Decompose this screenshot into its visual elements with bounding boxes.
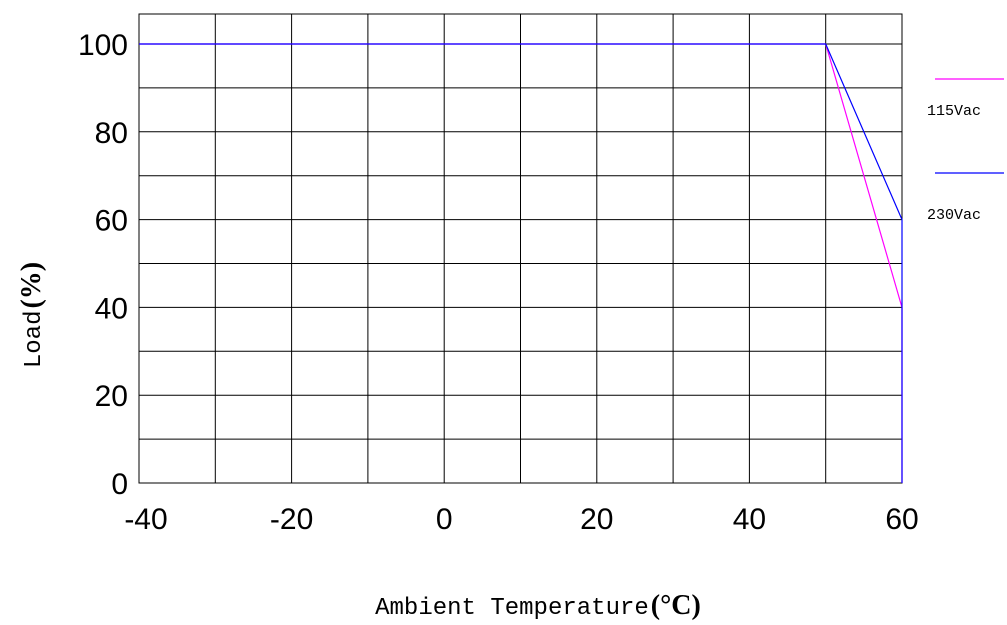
y-tick-label: 20 bbox=[95, 380, 128, 413]
y-tick-label: 0 bbox=[111, 468, 128, 501]
legend-label-230Vac: 230Vac bbox=[927, 207, 981, 224]
y-tick-label: 100 bbox=[78, 29, 128, 62]
y-axis-title: Load(%) bbox=[16, 262, 48, 368]
series-lines bbox=[139, 43, 903, 483]
x-tick-label: 40 bbox=[733, 503, 766, 536]
x-tick-label: -20 bbox=[270, 503, 313, 536]
series-line-230Vac bbox=[139, 43, 903, 483]
x-axis-title: Ambient Temperature(°C) bbox=[375, 590, 701, 622]
y-tick-label: 60 bbox=[95, 205, 128, 238]
x-tick-label: -40 bbox=[124, 503, 167, 536]
x-tick-label: 60 bbox=[885, 503, 918, 536]
y-tick-labels: 0 20 40 60 80 100 bbox=[78, 29, 128, 501]
legend: 115Vac 230Vac bbox=[927, 78, 1004, 224]
y-tick-label: 40 bbox=[95, 292, 128, 325]
grid-lines bbox=[139, 14, 902, 484]
x-tick-labels: -40 -20 0 20 40 60 bbox=[124, 503, 918, 536]
x-tick-label: 0 bbox=[436, 503, 453, 536]
y-tick-label: 80 bbox=[95, 117, 128, 150]
legend-label-115Vac: 115Vac bbox=[927, 103, 981, 120]
x-tick-label: 20 bbox=[580, 503, 613, 536]
